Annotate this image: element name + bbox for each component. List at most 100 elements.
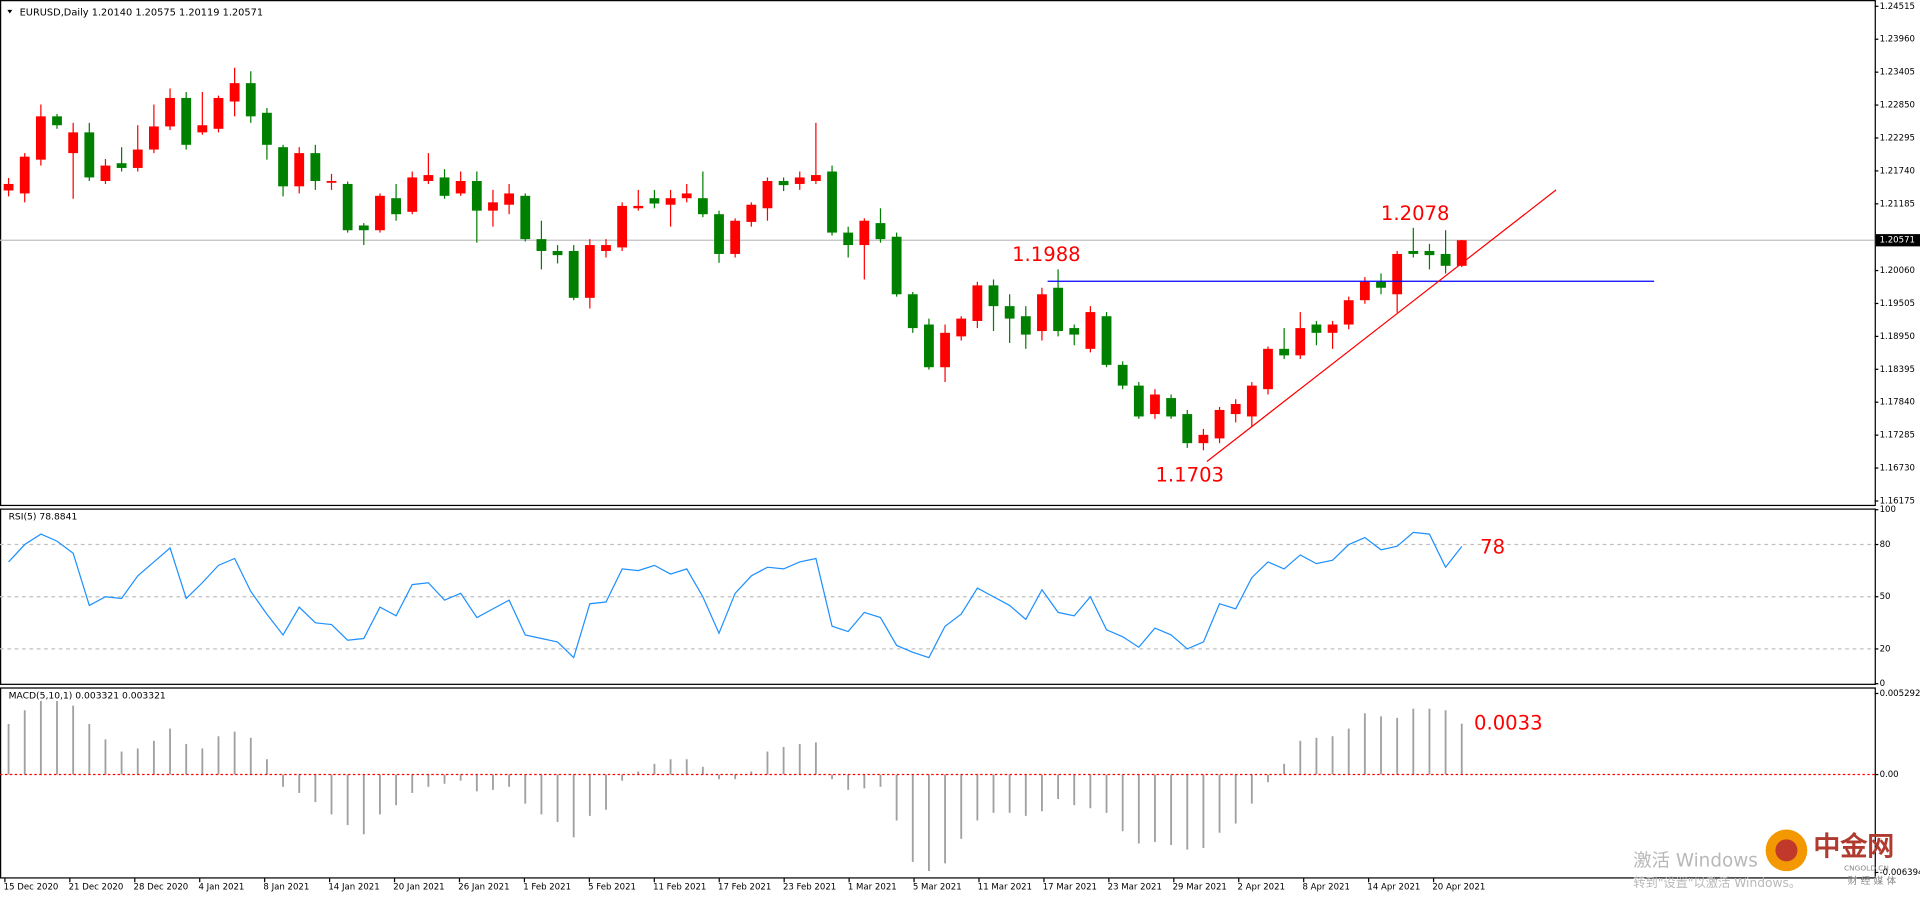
candle-body (956, 318, 967, 337)
watermark-title: 激活 Windows (1633, 850, 1758, 871)
candle-body (245, 83, 256, 117)
y-tick-label: 1.20060 (1880, 266, 1915, 276)
candle-body (1101, 316, 1112, 365)
candle-body (1198, 434, 1209, 444)
x-tick-label: 1 Feb 2021 (523, 883, 571, 893)
candle-body (520, 195, 531, 240)
candle-body (601, 245, 611, 251)
candle-body (924, 324, 934, 368)
candle-body (681, 193, 692, 199)
y-tick-label: 1.23960 (1880, 35, 1915, 45)
candle-body (665, 198, 676, 205)
candle-body (1311, 324, 1322, 333)
candle-body (213, 97, 224, 129)
x-tick-label: 23 Mar 2021 (1108, 883, 1162, 893)
symbol-header: EURUSD,Daily 1.20140 1.20575 1.20119 1.2… (20, 7, 264, 18)
x-tick-label: 15 Dec 2020 (4, 883, 59, 893)
candle-body (1424, 250, 1435, 256)
candle-body (1392, 253, 1403, 295)
candle-body (1246, 385, 1257, 417)
candle-body (439, 177, 450, 196)
candle-body (907, 294, 918, 329)
x-tick-label: 14 Jan 2021 (328, 883, 379, 893)
rsi-line (8, 531, 1463, 659)
candle-body (778, 180, 789, 186)
candle-body (1004, 306, 1015, 319)
menu-arrow[interactable] (7, 9, 13, 14)
candle-body (875, 223, 886, 240)
logo-name: 中金网 (1813, 830, 1894, 862)
candle-body (1150, 394, 1160, 415)
candle-body (310, 153, 321, 181)
y-tick-label: 1.19505 (1880, 299, 1915, 309)
candle-body (100, 165, 111, 181)
candle-body (1456, 240, 1467, 266)
x-tick-label: 20 Jan 2021 (393, 883, 444, 893)
macd-panel-frame (0, 687, 1876, 879)
candle-body (262, 112, 272, 145)
x-tick-label: 8 Jan 2021 (263, 883, 309, 893)
candle-body (891, 236, 902, 295)
y-tick-label: 0 (1880, 679, 1885, 689)
candle-body (455, 180, 466, 194)
y-tick-label: 1.18950 (1880, 332, 1915, 342)
y-tick-label: 1.18395 (1880, 365, 1915, 375)
candle-body (423, 175, 434, 181)
candle-body (1037, 294, 1047, 332)
y-tick-label: 1.21185 (1880, 199, 1915, 209)
y-tick-label: 1.22295 (1880, 133, 1915, 143)
candle-body (617, 205, 628, 248)
candle-body (1085, 312, 1096, 349)
candle-body (488, 202, 498, 211)
low-label: 1.1703 (1155, 463, 1224, 486)
candle-body (649, 198, 660, 204)
candle-body (794, 177, 805, 184)
x-tick-label: 28 Dec 2020 (134, 883, 189, 893)
candle-body (229, 83, 240, 102)
candle-body (633, 205, 644, 209)
candle-body (584, 245, 595, 298)
candle-body (1376, 281, 1386, 288)
logo-domain: CNGOLD.CN (1844, 864, 1889, 873)
candle-body (1069, 328, 1080, 335)
candle-body (1408, 250, 1419, 254)
candle-body (326, 180, 337, 183)
rsi-last-label: 78 (1480, 536, 1505, 559)
candle-body (1279, 348, 1290, 356)
x-tick-label: 4 Jan 2021 (198, 883, 244, 893)
candle-body (810, 175, 821, 181)
macd-header: MACD(5,10,1) 0.003321 0.003321 (9, 690, 166, 701)
candle-body (471, 180, 482, 211)
x-tick-label: 29 Mar 2021 (1173, 883, 1227, 893)
logo-tagline: 财 经 媒 体 (1848, 874, 1897, 887)
resistance-label: 1.1988 (1012, 243, 1081, 266)
candle-body (116, 163, 127, 168)
price-panel-frame (0, 0, 1876, 507)
candle-body (714, 214, 724, 254)
trend-line (1206, 189, 1557, 463)
y-tick-label: 50 (1880, 592, 1891, 602)
candle-body (988, 285, 999, 307)
y-tick-label: 0.00 (1880, 770, 1899, 780)
candle-body (294, 153, 305, 187)
logo-icon-inner (1775, 839, 1798, 862)
candle-body (940, 332, 950, 368)
candle-body (52, 116, 62, 126)
x-tick-label: 23 Feb 2021 (783, 883, 836, 893)
y-tick-label: 1.23405 (1880, 68, 1915, 78)
candle-body (1359, 281, 1370, 301)
candle-body (1020, 316, 1031, 335)
candle-body (1166, 398, 1177, 417)
candle-body (552, 250, 563, 256)
candle-body (1230, 404, 1241, 415)
candle-body (1117, 364, 1128, 386)
x-tick-label: 17 Feb 2021 (718, 883, 771, 893)
y-tick-label: 0.005292 (1880, 689, 1920, 699)
candle-body (1182, 414, 1193, 444)
candle-body (181, 97, 192, 145)
x-tick-label: 5 Mar 2021 (913, 883, 962, 893)
candle-body (391, 198, 401, 215)
